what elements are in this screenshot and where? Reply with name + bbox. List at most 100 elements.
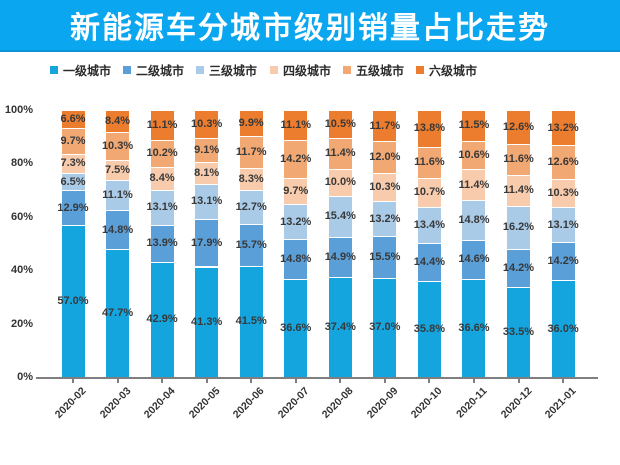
data-label: 10.6% bbox=[458, 149, 490, 162]
bar-segment-6 bbox=[417, 110, 441, 147]
bar-segment-2 bbox=[462, 239, 486, 279]
bar-segment-5 bbox=[462, 140, 486, 170]
bar-segment-4 bbox=[106, 160, 130, 181]
data-label: 8.3% bbox=[238, 172, 264, 185]
data-label: 9.7% bbox=[60, 134, 86, 147]
data-label: 15.7% bbox=[235, 238, 267, 251]
data-label: 15.4% bbox=[324, 210, 356, 223]
bar-segment-3 bbox=[417, 206, 441, 243]
legend-item-label: 四级城市 bbox=[283, 63, 332, 78]
data-label: 10.3% bbox=[547, 187, 579, 200]
y-axis-label: 60% bbox=[10, 210, 33, 223]
data-label: 14.4% bbox=[413, 255, 445, 268]
data-label: 41.3% bbox=[191, 315, 223, 328]
bar-segment-6 bbox=[328, 110, 352, 139]
data-label: 8.4% bbox=[149, 172, 175, 185]
bar-segment-3 bbox=[373, 201, 397, 237]
bar-segment-5 bbox=[61, 127, 85, 154]
bar-segment-4 bbox=[551, 179, 575, 207]
data-label: 15.5% bbox=[369, 251, 401, 264]
bar-segment-5 bbox=[239, 136, 263, 168]
bar-segment-2 bbox=[106, 209, 130, 250]
bar-segment-2 bbox=[284, 239, 308, 279]
bar-segment-5 bbox=[328, 138, 352, 169]
x-axis-tick bbox=[472, 379, 475, 383]
data-label: 41.5% bbox=[235, 315, 267, 328]
bar-segment-5 bbox=[373, 141, 397, 174]
bar-segment-4 bbox=[239, 167, 263, 190]
data-label: 11.6% bbox=[414, 156, 445, 169]
bar-segment-1 bbox=[328, 276, 352, 377]
legend-item-label: 二级城市 bbox=[136, 63, 185, 78]
bar-segment-4 bbox=[417, 178, 441, 207]
bar-segment-3 bbox=[462, 199, 486, 240]
bar-segment-3 bbox=[150, 189, 174, 225]
data-label: 13.9% bbox=[146, 237, 178, 250]
legend-swatch-icon bbox=[123, 66, 131, 74]
data-label: 10.3% bbox=[369, 181, 401, 194]
bar-segment-3 bbox=[328, 195, 352, 237]
bar-segment-6 bbox=[284, 110, 308, 140]
legend-swatch-icon bbox=[416, 66, 424, 74]
bar-segment-2 bbox=[328, 236, 352, 277]
legend-item-label: 六级城市 bbox=[429, 63, 478, 78]
bar-segment-4 bbox=[507, 174, 530, 206]
data-label: 8.4% bbox=[105, 115, 131, 128]
bar-segment-6 bbox=[195, 110, 219, 138]
data-label: 14.2% bbox=[547, 255, 579, 268]
x-axis-tick bbox=[250, 379, 253, 383]
legend-item-label: 五级城市 bbox=[356, 63, 405, 78]
legend-item: 四级城市 bbox=[270, 60, 331, 80]
legend-item-label: 一级城市 bbox=[63, 63, 112, 78]
bar-segment-3 bbox=[551, 206, 575, 243]
bar-segment-4 bbox=[328, 168, 352, 196]
data-label: 9.7% bbox=[283, 184, 309, 197]
bar-segment-1 bbox=[551, 280, 575, 377]
legend-swatch-icon bbox=[270, 66, 278, 74]
bar-segment-4 bbox=[462, 169, 486, 200]
bar-segment-1 bbox=[284, 278, 308, 377]
data-label: 13.4% bbox=[413, 218, 445, 231]
legend-swatch-icon bbox=[196, 66, 204, 74]
bar-segment-3 bbox=[239, 189, 263, 224]
data-label: 35.8% bbox=[413, 323, 445, 336]
y-axis-label: 20% bbox=[10, 317, 33, 330]
data-label: 57.0% bbox=[57, 294, 89, 307]
bar-segment-6 bbox=[462, 110, 486, 141]
bar-segment-5 bbox=[106, 132, 130, 161]
bar-segment-2 bbox=[551, 242, 575, 281]
data-label: 7.3% bbox=[60, 157, 86, 170]
data-label: 14.2% bbox=[502, 262, 535, 275]
bar-segment-1 bbox=[61, 224, 85, 377]
bar-segment-2 bbox=[507, 249, 530, 288]
legend-item: 二级城市 bbox=[123, 60, 184, 80]
bar-segment-1 bbox=[507, 287, 530, 377]
data-label: 13.1% bbox=[146, 201, 178, 214]
data-label: 12.6% bbox=[547, 156, 579, 169]
bar-segment-5 bbox=[551, 145, 575, 180]
data-label: 10.0% bbox=[324, 176, 356, 189]
data-label: 12.7% bbox=[235, 200, 267, 213]
bar-segment-3 bbox=[106, 180, 130, 210]
data-label: 12.0% bbox=[369, 151, 401, 164]
data-label: 11.4% bbox=[325, 147, 356, 160]
x-axis-tick bbox=[339, 379, 342, 383]
data-label: 42.9% bbox=[146, 313, 178, 326]
bar-segment-2 bbox=[373, 236, 397, 278]
data-label: 14.2% bbox=[280, 152, 312, 165]
bar-segment-5 bbox=[284, 139, 308, 178]
x-axis-tick bbox=[294, 379, 297, 383]
bar-segment-6 bbox=[239, 110, 263, 137]
bar-segment-5 bbox=[195, 137, 219, 162]
data-label: 16.2% bbox=[502, 221, 535, 234]
title-banner: 新能源车分城市级别销量占比走势 bbox=[0, 0, 620, 52]
data-label: 14.8% bbox=[458, 213, 490, 226]
data-label: 33.5% bbox=[502, 326, 535, 339]
bar-segment-5 bbox=[150, 139, 174, 168]
legend: 一级城市 二级城市 三级城市 四级城市 五级城市 六级城市 bbox=[0, 60, 620, 80]
data-label: 11.1% bbox=[280, 118, 312, 131]
data-label: 37.4% bbox=[324, 320, 356, 333]
bar-segment-6 bbox=[61, 110, 85, 128]
bar-segment-1 bbox=[373, 277, 397, 377]
